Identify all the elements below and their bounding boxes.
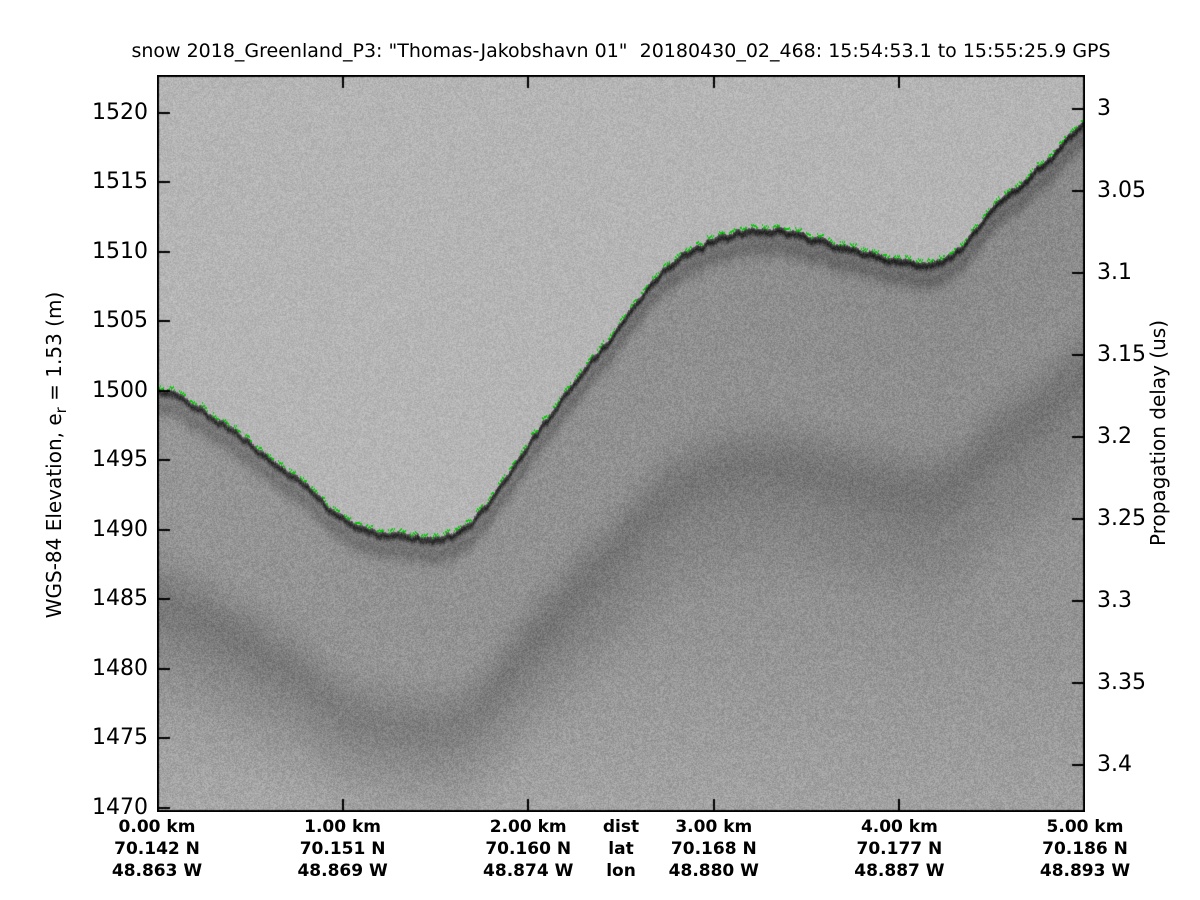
x-axis-column-1-lat: 70.151 N — [299, 839, 386, 859]
left-axis-tick-label: 1500 — [92, 377, 148, 403]
right-y-axis-label: Propagation delay (us) — [1146, 319, 1170, 547]
x-axis-row-headers-lat: lat — [608, 839, 634, 859]
x-axis-row-headers-lon: lon — [606, 861, 636, 881]
left-axis-tick-label: 1505 — [92, 308, 148, 334]
figure-title: snow 2018_Greenland_P3: "Thomas-Jakobsha… — [131, 40, 1111, 62]
right-axis-tick-label: 3.2 — [1097, 423, 1132, 449]
x-axis-column-0-dist: 0.00 km — [118, 817, 196, 837]
x-axis-column-5-dist: 5.00 km — [1046, 817, 1124, 837]
x-axis-column-1-lon: 48.869 W — [297, 861, 388, 881]
x-axis-column-2-lat: 70.160 N — [485, 839, 572, 859]
x-axis-column-3: 3.00 km 70.168 N 48.880 W — [639, 816, 789, 882]
right-axis-tick-label: 3.3 — [1097, 587, 1132, 613]
left-axis-tick-label: 1485 — [92, 586, 148, 612]
echogram-canvas — [157, 75, 1085, 812]
x-axis-column-4-lat: 70.177 N — [856, 839, 943, 859]
x-axis-column-0: 0.00 km 70.142 N 48.863 W — [82, 816, 232, 882]
left-axis-tick-label: 1475 — [92, 725, 148, 751]
x-axis-column-2: 2.00 km 70.160 N 48.874 W — [453, 816, 603, 882]
x-axis-column-3-dist: 3.00 km — [675, 817, 753, 837]
x-axis-column-4: 4.00 km 70.177 N 48.887 W — [824, 816, 974, 882]
x-axis-column-3-lon: 48.880 W — [668, 861, 759, 881]
left-axis-tick-label: 1515 — [92, 169, 148, 195]
x-axis-row-headers-dist: dist — [602, 817, 640, 837]
right-axis-tick-label: 3.4 — [1097, 751, 1132, 777]
x-axis-column-1-dist: 1.00 km — [304, 817, 382, 837]
right-axis-tick-label: 3.15 — [1097, 342, 1146, 368]
x-axis-column-0-lon: 48.863 W — [111, 861, 203, 881]
x-axis-column-2-dist: 2.00 km — [489, 817, 567, 837]
left-axis-tick-label: 1510 — [92, 238, 148, 264]
left-axis-tick-label: 1470 — [92, 794, 148, 820]
right-axis-tick-label: 3.05 — [1097, 178, 1146, 204]
x-axis-column-1: 1.00 km 70.151 N 48.869 W — [268, 816, 418, 882]
x-axis-column-5-lat: 70.186 N — [1042, 839, 1128, 859]
title-container: snow 2018_Greenland_P3: "Thomas-Jakobsha… — [131, 40, 1110, 62]
left-axis-tick-label: 1480 — [92, 655, 148, 681]
x-axis-row-headers: dist lat lon — [546, 816, 696, 882]
x-axis-column-5-lon: 48.893 W — [1039, 861, 1131, 881]
right-axis-tick-label: 3 — [1097, 96, 1111, 122]
x-axis-column-3-lat: 70.168 N — [670, 839, 757, 859]
left-axis-tick-label: 1490 — [92, 516, 148, 542]
right-axis-tick-label: 3.35 — [1097, 669, 1146, 695]
right-axis-tick-label: 3.1 — [1097, 260, 1132, 286]
x-axis-column-0-lat: 70.142 N — [114, 839, 200, 859]
left-y-axis-label-subscript: r — [52, 407, 70, 414]
right-axis-tick-label: 3.25 — [1097, 505, 1146, 531]
x-axis-column-4-dist: 4.00 km — [860, 817, 938, 837]
x-axis-column-5: 5.00 km 70.186 N 48.893 W — [1010, 816, 1160, 882]
x-axis-column-4-lon: 48.887 W — [854, 861, 945, 881]
left-axis-tick-label: 1495 — [92, 447, 148, 473]
x-axis-column-2-lon: 48.874 W — [483, 861, 574, 881]
left-axis-tick-label: 1520 — [92, 99, 148, 125]
